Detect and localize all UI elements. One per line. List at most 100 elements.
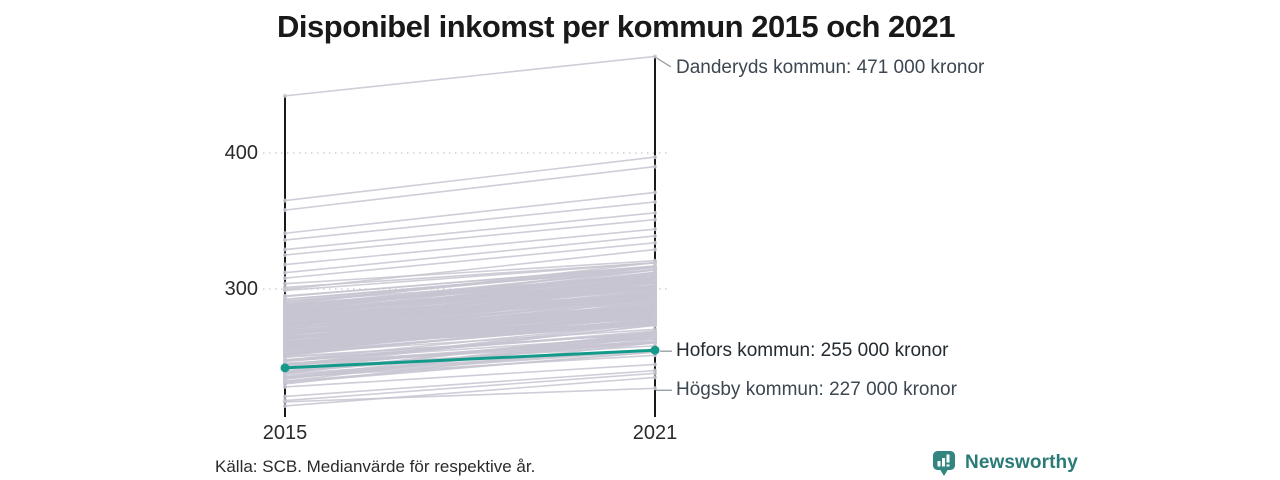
line-endpoint	[653, 164, 657, 169]
line-endpoint	[653, 264, 657, 269]
line-endpoint	[653, 210, 657, 215]
municipality-line	[284, 322, 656, 346]
line-endpoint	[283, 354, 287, 359]
line-endpoint	[653, 300, 657, 305]
municipality-line	[284, 278, 656, 306]
line-endpoint	[653, 322, 657, 327]
municipality-line	[284, 201, 656, 241]
municipality-line	[284, 340, 656, 374]
danderyd-line	[284, 55, 656, 97]
line-endpoint	[653, 54, 657, 59]
municipality-line	[284, 274, 656, 315]
line-endpoint	[653, 297, 657, 302]
municipality-line	[284, 191, 656, 235]
line-endpoint	[653, 375, 657, 380]
newsworthy-icon	[933, 450, 955, 476]
municipality-line	[284, 279, 656, 321]
municipality-line	[284, 376, 656, 407]
municipality-line	[284, 248, 656, 291]
line-endpoint	[283, 384, 287, 389]
line-endpoint	[283, 308, 287, 313]
line-endpoint	[653, 267, 657, 272]
line-endpoint	[653, 233, 657, 238]
annotation-hofors: Hofors kommun: 255 000 kronor	[676, 340, 949, 362]
newsworthy-wordmark: Newsworthy	[965, 452, 1078, 473]
line-endpoint	[283, 208, 287, 213]
line-endpoint	[283, 253, 287, 257]
annotation-hogsby: Högsby kommun: 227 000 kronor	[676, 379, 957, 401]
line-endpoint	[653, 334, 657, 339]
y-tick-300: 300	[224, 278, 258, 300]
municipality-line	[284, 285, 656, 330]
line-endpoint	[283, 287, 287, 292]
line-endpoint	[653, 283, 657, 288]
municipality-line	[284, 241, 656, 279]
line-endpoint	[283, 358, 287, 363]
line-endpoint	[653, 362, 657, 367]
municipality-line	[284, 262, 656, 292]
municipality-line	[284, 354, 656, 379]
municipality-line	[284, 228, 656, 266]
line-endpoint	[283, 312, 287, 317]
municipality-line	[284, 235, 656, 274]
line-endpoint	[653, 278, 657, 283]
municipality-line	[284, 265, 656, 297]
municipality-line	[284, 284, 656, 312]
line-endpoint	[653, 273, 657, 278]
chart-title: Disponibel inkomst per kommun 2015 och 2…	[277, 9, 955, 44]
municipality-line	[284, 278, 656, 316]
municipality-line	[284, 372, 656, 402]
municipality-line	[284, 324, 656, 368]
line-endpoint	[283, 93, 287, 98]
line-endpoint	[653, 293, 657, 298]
line-endpoint	[653, 199, 657, 204]
line-endpoint	[283, 302, 287, 307]
line-endpoint	[653, 339, 657, 344]
annotation-connector-danderyd	[656, 57, 672, 68]
line-endpoint	[283, 403, 287, 408]
line-endpoint	[653, 303, 657, 308]
newsworthy-logo[interactable]: Newsworthy	[932, 449, 1078, 477]
municipality-line	[284, 305, 656, 346]
line-endpoint	[283, 247, 287, 252]
line-endpoint	[653, 368, 657, 373]
municipality-line	[284, 212, 656, 251]
line-endpoint	[653, 315, 657, 320]
line-endpoint	[283, 394, 287, 399]
y-tick-400: 400	[224, 142, 258, 164]
municipality-line	[284, 298, 656, 326]
line-endpoint	[653, 227, 657, 232]
x-tick-2015: 2015	[262, 422, 308, 444]
line-endpoint	[653, 270, 657, 275]
municipality-line	[284, 218, 656, 256]
annotation-danderyd: Danderyds kommun: 471 000 kronor	[676, 57, 985, 79]
line-endpoint	[653, 309, 657, 314]
line-endpoint	[653, 327, 657, 332]
line-endpoint	[653, 287, 657, 292]
municipality-line	[284, 369, 656, 398]
line-endpoint	[283, 198, 287, 203]
line-endpoint	[653, 290, 657, 295]
municipality-line	[284, 363, 656, 388]
line-endpoint	[283, 231, 287, 236]
line-endpoint	[283, 379, 287, 384]
municipality-line	[284, 335, 656, 369]
municipality-line	[284, 323, 656, 349]
line-endpoint	[653, 155, 657, 160]
line-endpoint	[283, 375, 287, 380]
line-endpoint	[283, 399, 287, 404]
line-endpoint	[283, 270, 287, 275]
x-tick-2021: 2021	[632, 422, 678, 444]
municipality-line	[284, 280, 656, 325]
municipality-line	[284, 265, 656, 303]
municipality-line	[284, 165, 656, 211]
line-endpoint	[653, 261, 657, 266]
municipality-line	[284, 321, 656, 361]
municipality-line	[284, 259, 656, 285]
line-endpoint	[653, 247, 657, 252]
municipality-line	[284, 317, 656, 357]
municipality-line	[284, 156, 656, 202]
line-endpoint	[283, 318, 287, 323]
line-endpoint	[653, 190, 657, 195]
